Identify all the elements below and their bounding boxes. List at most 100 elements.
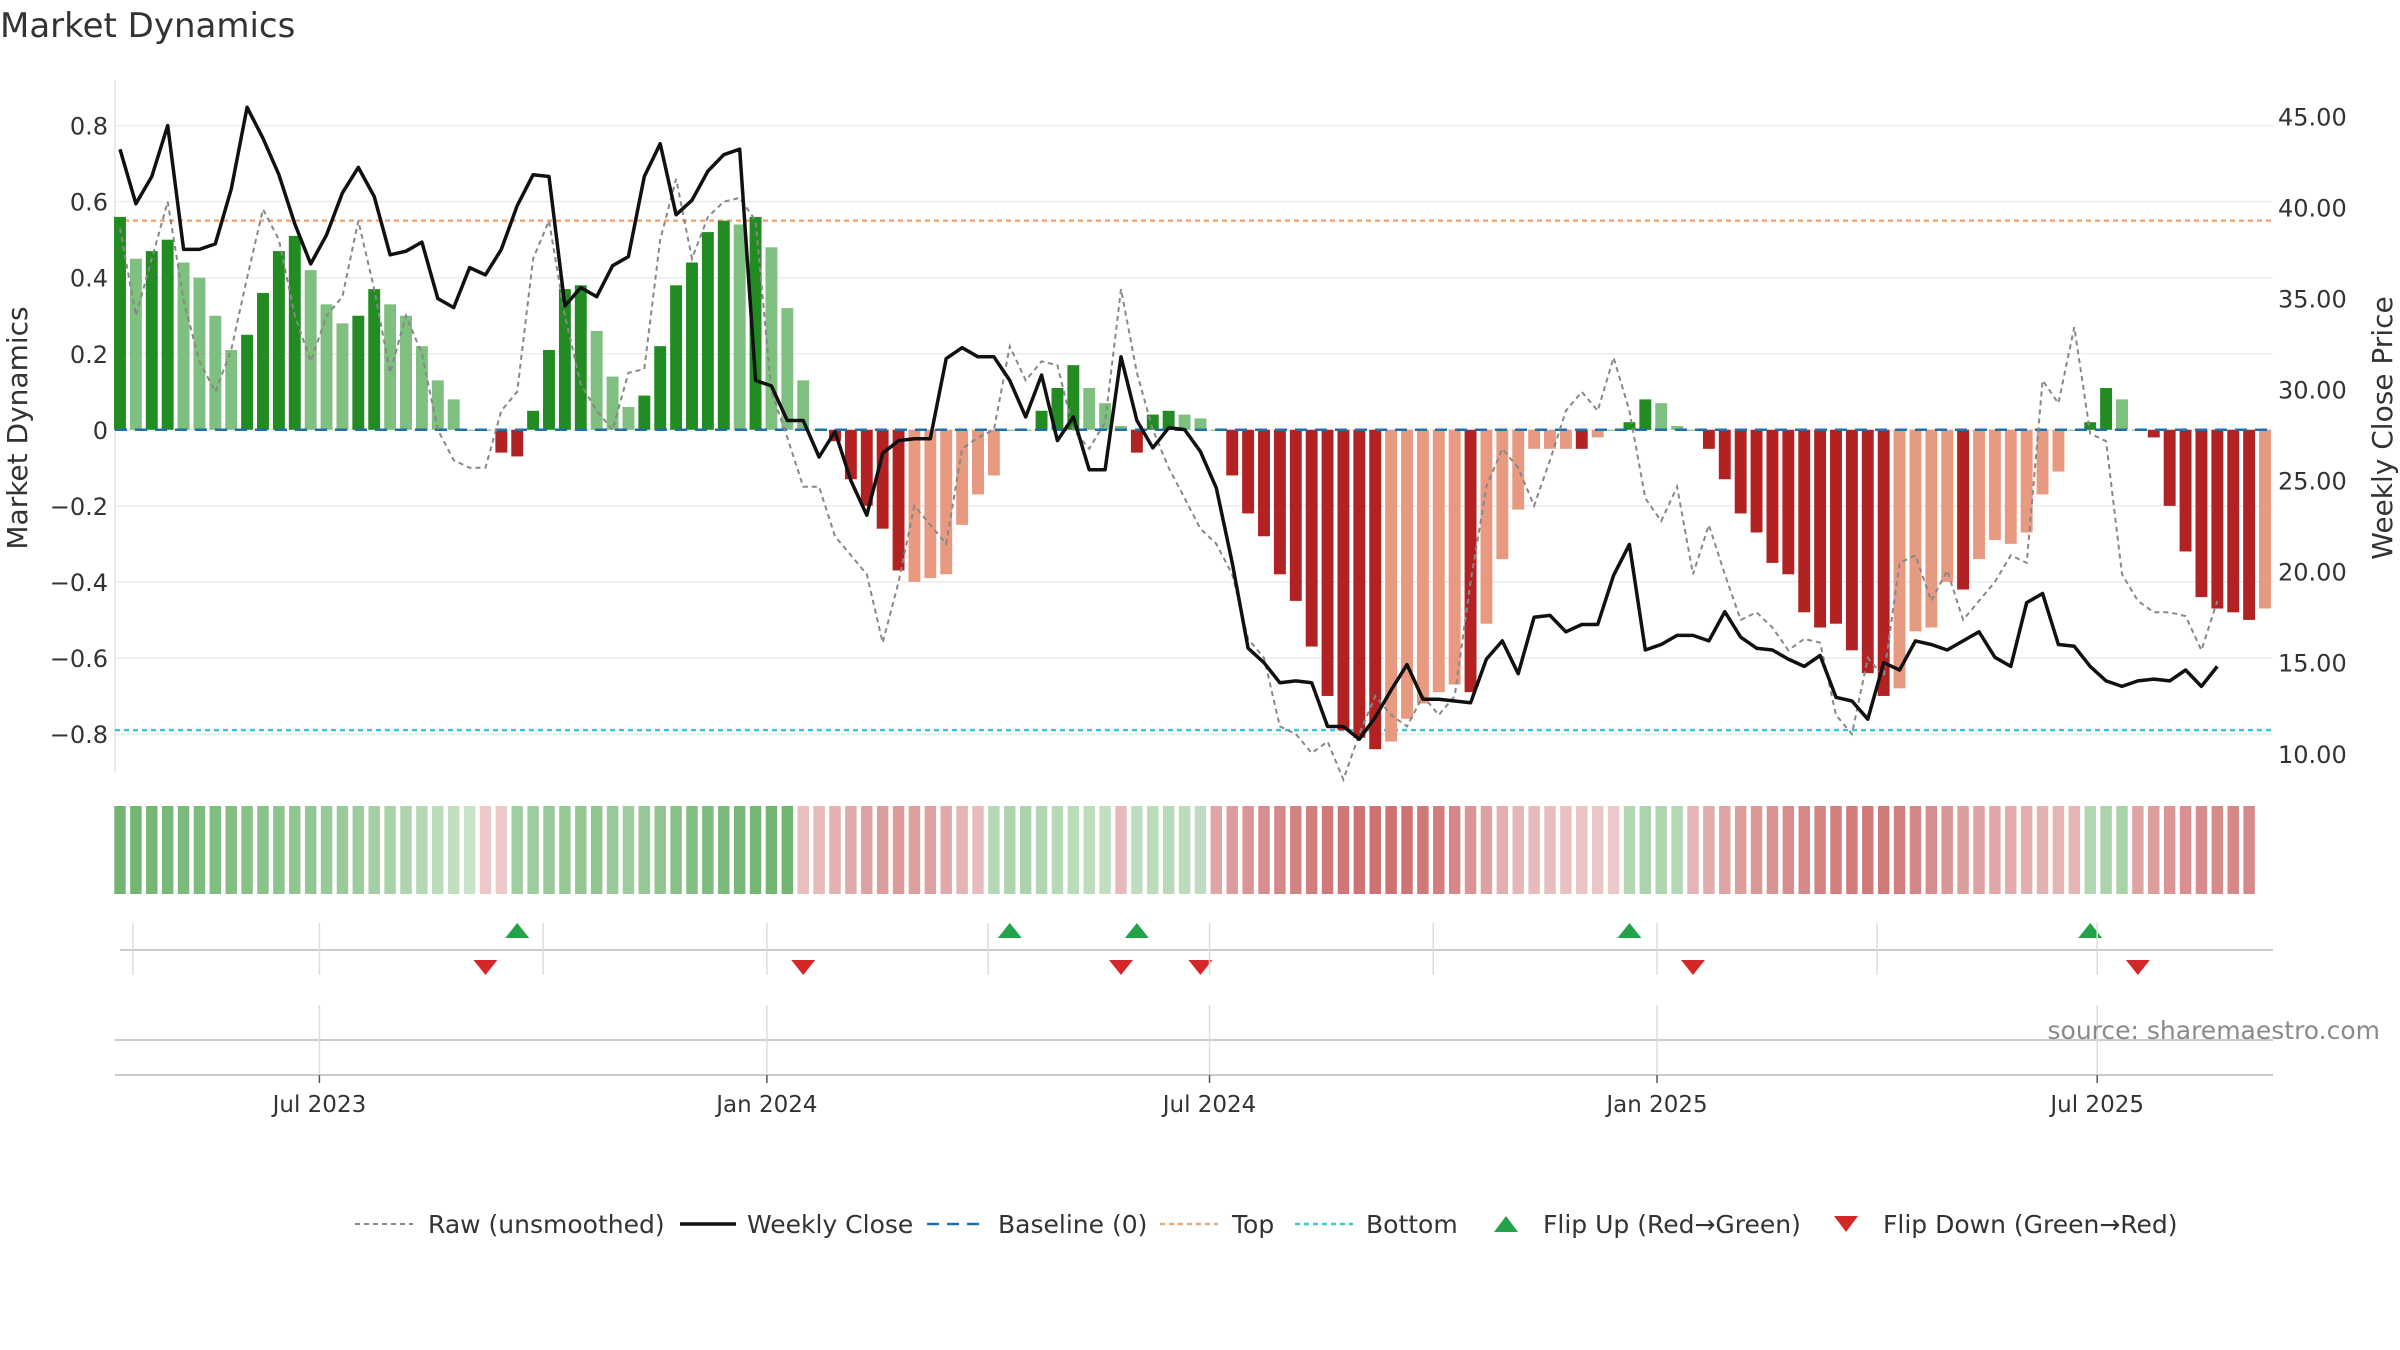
bar (495, 429, 508, 453)
strip-cell (1115, 806, 1127, 894)
strip-cell (1496, 806, 1509, 894)
bar (1655, 403, 1668, 430)
strip-cell (908, 806, 921, 894)
strip-cell (1401, 806, 1413, 894)
bar (1718, 429, 1731, 480)
strip-cell (940, 806, 952, 894)
strip-cell (1703, 806, 1715, 894)
bar (1814, 429, 1827, 628)
strip-cell (2068, 806, 2081, 894)
bar (209, 315, 222, 430)
bar (1369, 429, 1382, 750)
flip-down-marker (791, 960, 816, 975)
strip-cell (1560, 806, 1572, 894)
bar (415, 346, 428, 430)
strip-cell (304, 806, 317, 894)
bar (1416, 429, 1429, 704)
bar (320, 304, 333, 430)
bar (511, 429, 524, 457)
bar (2052, 429, 2065, 472)
strip-cell (384, 806, 396, 894)
strip-cell (1147, 806, 1159, 894)
strip-cell (1989, 806, 2001, 894)
strip-cell (797, 806, 809, 894)
bar (638, 395, 651, 430)
strip-cell (352, 806, 365, 894)
strip-cell (511, 806, 523, 894)
bar (622, 406, 635, 430)
bar (161, 239, 174, 430)
bar (1925, 429, 1938, 628)
strip-cell (2020, 806, 2033, 894)
bar (352, 315, 365, 430)
y-axis-right-ticks: 10.00 15.00 20.00 25.00 30.00 35.00 40.00 45.00 (2278, 103, 2347, 768)
bar (2116, 399, 2128, 430)
bar (1702, 429, 1715, 449)
strip-cell (2163, 806, 2176, 894)
y-tick-label-left: 0.8 (70, 113, 108, 141)
bar (1845, 429, 1858, 651)
bar (972, 429, 984, 495)
bar (527, 410, 540, 430)
strip-cell (892, 806, 905, 894)
bar (2243, 429, 2256, 620)
strip-cell (1210, 806, 1223, 894)
strip-cell (988, 806, 1000, 894)
strip-cell (225, 806, 237, 894)
bar (1432, 429, 1445, 693)
bar (1893, 429, 1906, 689)
strip-cell (718, 806, 730, 894)
flip-down-marker (1681, 960, 1705, 975)
y-tick-label-left: 0.2 (70, 341, 108, 369)
bar (1798, 429, 1811, 613)
strip-cell (146, 806, 158, 894)
strip-cell (1639, 806, 1652, 894)
strip-cell (1814, 806, 1826, 894)
bar (733, 224, 746, 430)
strip-cell (1464, 806, 1477, 894)
y-tick-label-right: 30.00 (2278, 377, 2347, 405)
y-tick-label-right: 10.00 (2278, 741, 2347, 769)
bar (1321, 429, 1334, 696)
bar (1591, 429, 1604, 438)
bar (1750, 429, 1763, 533)
bar (717, 220, 730, 430)
bar (463, 429, 476, 431)
bar (145, 251, 158, 430)
bar (2036, 429, 2049, 495)
strip-cell (193, 806, 206, 894)
bar (1305, 429, 1318, 647)
strip-cell (2227, 806, 2239, 894)
bar (2147, 429, 2160, 438)
bar (1973, 429, 1985, 560)
bar (2100, 387, 2113, 430)
strip-cell (606, 806, 619, 894)
bar (543, 349, 555, 430)
strip-cell (2132, 806, 2144, 894)
strip-cell (2052, 806, 2065, 894)
bar (686, 262, 698, 430)
strip-cell (2179, 806, 2192, 894)
strip-cell (241, 806, 253, 894)
bar (177, 262, 190, 430)
y-axis-right-label: Weekly Close Price (2366, 296, 2399, 559)
strip-cell (1083, 806, 1095, 894)
strip-cell (495, 806, 508, 894)
strip-cell (781, 806, 794, 894)
bar (2004, 429, 2017, 544)
bar (129, 258, 142, 430)
bar (1480, 429, 1493, 624)
flip-down-marker (1109, 960, 1133, 975)
x-tick-label: Jul 2024 (1161, 1092, 1257, 1118)
bar (1385, 429, 1398, 742)
strip-cell (1305, 806, 1318, 894)
strip-cell (1258, 806, 1270, 894)
strip-cell (1162, 806, 1175, 894)
strip-cell (1019, 806, 1032, 894)
strip-cell (1528, 806, 1540, 894)
strip-cell (1544, 806, 1556, 894)
bar (749, 216, 762, 430)
bar (558, 289, 571, 430)
strip-cell (702, 806, 714, 894)
strip-cell (2036, 806, 2049, 894)
